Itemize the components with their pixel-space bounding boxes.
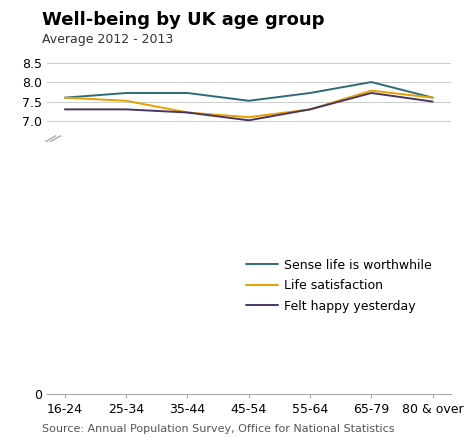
- Felt happy yesterday: [307, 107, 313, 112]
- Felt happy yesterday: [369, 90, 374, 95]
- Felt happy yesterday: [62, 107, 68, 112]
- Legend: Sense life is worthwhile, Life satisfaction, Felt happy yesterday: Sense life is worthwhile, Life satisfact…: [241, 254, 437, 318]
- Sense life is worthwhile: [123, 90, 129, 95]
- Sense life is worthwhile: [430, 95, 435, 100]
- Felt happy yesterday: [430, 99, 435, 104]
- Life satisfaction: [307, 107, 313, 112]
- Life satisfaction: [185, 110, 190, 115]
- Life satisfaction: [430, 95, 435, 100]
- Felt happy yesterday: [123, 107, 129, 112]
- Sense life is worthwhile: [185, 90, 190, 95]
- Life satisfaction: [369, 88, 374, 93]
- Life satisfaction: [62, 95, 68, 100]
- Sense life is worthwhile: [369, 79, 374, 85]
- Text: Average 2012 - 2013: Average 2012 - 2013: [42, 33, 173, 46]
- Line: Felt happy yesterday: Felt happy yesterday: [65, 93, 432, 120]
- Text: Source: Annual Population Survey, Office for National Statistics: Source: Annual Population Survey, Office…: [42, 424, 394, 434]
- Felt happy yesterday: [246, 118, 252, 123]
- Felt happy yesterday: [185, 110, 190, 115]
- Sense life is worthwhile: [62, 95, 68, 100]
- Sense life is worthwhile: [307, 90, 313, 95]
- Line: Life satisfaction: Life satisfaction: [65, 91, 432, 117]
- Line: Sense life is worthwhile: Sense life is worthwhile: [65, 82, 432, 101]
- Text: Well-being by UK age group: Well-being by UK age group: [42, 11, 325, 29]
- Sense life is worthwhile: [246, 98, 252, 103]
- Life satisfaction: [246, 115, 252, 120]
- Life satisfaction: [123, 98, 129, 103]
